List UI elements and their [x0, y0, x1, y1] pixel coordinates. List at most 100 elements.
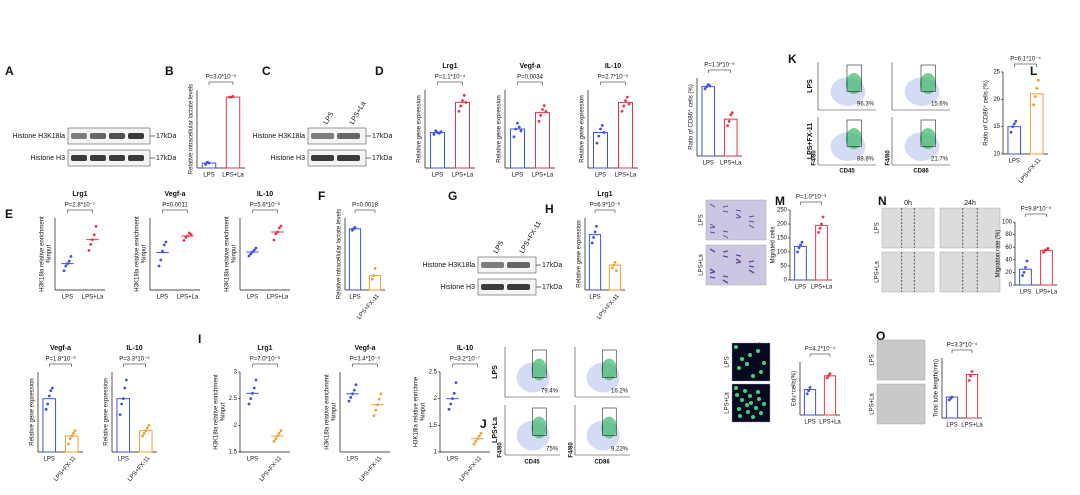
x-tick-label: LPS+La [267, 295, 289, 301]
y-tick-label: 250 [777, 208, 788, 214]
data-point [796, 250, 799, 254]
data-point [274, 437, 278, 441]
data-point [542, 104, 546, 107]
chart-title: IL-10 [126, 345, 142, 352]
data-point [207, 161, 211, 165]
x-tick-label: LPS [44, 457, 55, 463]
significance-bracket [1025, 213, 1047, 217]
x-tick-label: LPS [247, 457, 258, 463]
data-point [349, 396, 353, 399]
y-axis-label: Relative intracellular lactate levels [189, 84, 195, 174]
micrograph [939, 251, 1001, 293]
data-point [186, 234, 189, 238]
blot-band [337, 155, 360, 161]
nucleus [759, 411, 763, 415]
significance-bracket [437, 81, 463, 85]
x-tick-label: LPS+La [961, 423, 983, 429]
cell [748, 215, 755, 218]
band-label: Histone H3K18la [422, 262, 475, 269]
data-point [827, 374, 830, 378]
data-point [251, 250, 254, 254]
data-point [590, 241, 594, 245]
data-point [352, 388, 356, 392]
panel-letter: B [165, 64, 174, 78]
data-point [595, 141, 599, 145]
data-point [69, 255, 73, 258]
significance-bracket [951, 349, 973, 353]
y-axis-label: H3K18la relative enrichment [135, 216, 141, 292]
bar [803, 389, 817, 416]
p-value: P=7.0*10⁻⁵ [250, 356, 281, 363]
data-point [969, 374, 972, 378]
micrograph [705, 199, 767, 241]
data-point [599, 127, 602, 131]
image-row-label: LPS+La [699, 254, 705, 276]
x-tick-label: LPS+La [720, 161, 742, 167]
blot-band [337, 133, 360, 139]
blot-band [128, 133, 144, 139]
y-tick-label: 100 [777, 250, 788, 256]
nucleus [762, 361, 766, 365]
bar [593, 132, 608, 169]
y-tick-label: 0 [1009, 283, 1013, 289]
flow-gate [532, 349, 547, 378]
y-axis-label: Edu⁺cells(%) [791, 371, 798, 406]
y-tick-label: 3 [234, 370, 238, 376]
data-point [144, 429, 148, 433]
data-point [624, 99, 627, 103]
x-tick-label: LPS [447, 457, 458, 463]
nucleus [762, 402, 766, 406]
y-axis-label: Relative gene expression [497, 95, 503, 162]
data-point [370, 277, 374, 281]
data-point [454, 381, 458, 385]
data-point [379, 392, 383, 396]
significance-bracket [208, 81, 234, 85]
y-axis-label: Relative gene expression [104, 378, 110, 445]
flow-gate [920, 119, 936, 147]
data-point [1012, 122, 1016, 126]
data-point [1032, 103, 1035, 107]
flow-percent: 96.3% [857, 102, 875, 108]
y-axis-label: Relative intracellular lactate levels [337, 209, 343, 299]
data-point [125, 378, 128, 382]
chart-title: Lrg1 [442, 63, 457, 70]
cell [709, 231, 716, 234]
significance-bracket [162, 209, 188, 213]
p-value: P=1.8*10⁻³ [45, 357, 75, 363]
chart-title: Vegf-a [164, 191, 185, 198]
data-point [516, 121, 519, 125]
flow-axis-label: CD86 [594, 460, 610, 466]
panel-letter: C [262, 64, 271, 78]
significance-bracket [352, 363, 378, 367]
data-point [800, 240, 804, 244]
significance-bracket [252, 363, 278, 367]
data-point [805, 392, 809, 396]
panel-letter: L [1030, 64, 1037, 78]
data-point [970, 370, 974, 373]
significance-bracket [517, 81, 543, 85]
flow-axis-label: F4/80 [886, 150, 892, 166]
x-tick-label: LPS [703, 161, 714, 167]
blot-band [507, 262, 530, 268]
panel-letter: F [318, 189, 325, 203]
micrograph [881, 207, 935, 249]
data-point [372, 274, 375, 277]
nucleus [743, 389, 747, 393]
p-value: P=3.4*10⁻⁵ [350, 356, 381, 363]
nucleus [737, 366, 741, 370]
x-tick-label: LPS [62, 295, 73, 301]
data-point [514, 127, 518, 131]
y-tick-label: 10 [993, 152, 1000, 158]
nucleus [751, 415, 755, 419]
cell [748, 265, 755, 268]
cell [735, 216, 742, 219]
flow-cloud [845, 128, 863, 150]
bar [1029, 93, 1044, 155]
bar [1007, 126, 1022, 155]
data-point [595, 224, 598, 228]
data-point [459, 104, 463, 108]
data-point [727, 119, 731, 123]
data-point [439, 130, 443, 134]
data-point [67, 442, 70, 446]
data-point [157, 264, 161, 268]
